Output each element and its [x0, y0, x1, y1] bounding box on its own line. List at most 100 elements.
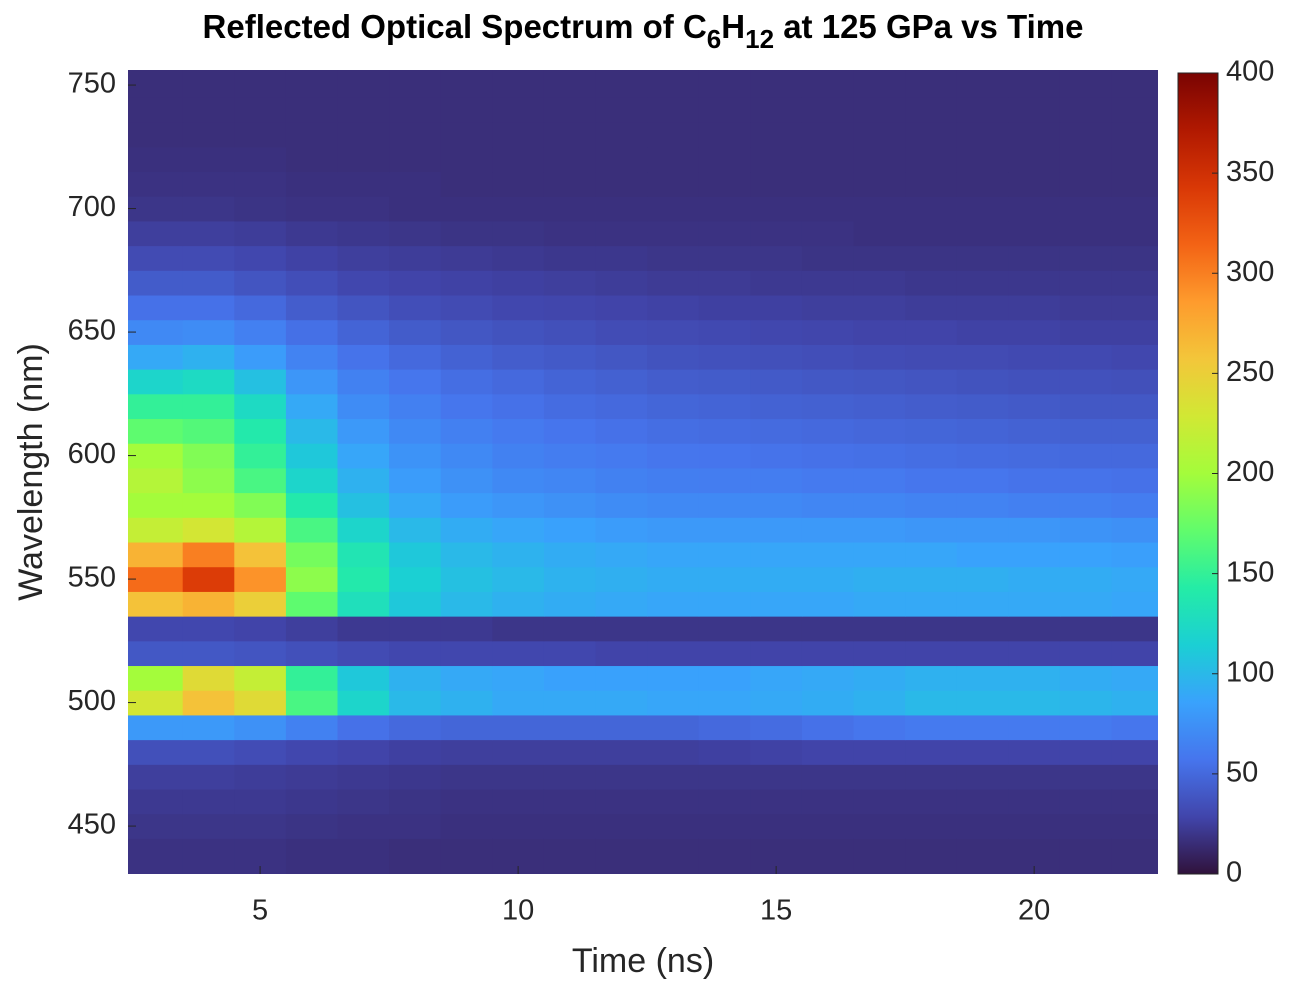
heatmap-cell [1008, 542, 1061, 568]
heatmap-cell [801, 813, 855, 839]
heatmap-cell [1059, 690, 1113, 716]
heatmap-cell [853, 690, 906, 716]
heatmap-cell [440, 665, 493, 691]
heatmap-cell [905, 690, 958, 716]
heatmap-cell [1059, 146, 1113, 173]
heatmap-cell [440, 690, 493, 716]
colorbar-tick-label: 0 [1226, 857, 1242, 889]
heatmap-cell [128, 196, 184, 222]
heatmap-cell [1111, 665, 1158, 691]
heatmap-cell [647, 640, 700, 667]
y-tick-label: 600 [68, 438, 116, 470]
heatmap-cell [337, 270, 390, 296]
heatmap-cell [389, 70, 442, 98]
heatmap-cell [956, 665, 1009, 691]
x-tick-label: 10 [502, 895, 534, 927]
heatmap-cell [1111, 171, 1158, 197]
heatmap-cell [389, 789, 442, 815]
heatmap-cell [337, 714, 390, 741]
heatmap-cell [801, 344, 855, 370]
heatmap-cell [389, 640, 442, 667]
heatmap-cell [182, 220, 235, 247]
heatmap-cell [1059, 418, 1113, 444]
heatmap-cell [647, 517, 700, 543]
heatmap-cell [595, 443, 648, 469]
heatmap-cell [440, 220, 493, 247]
heatmap-cell [440, 739, 493, 765]
heatmap-cell [905, 319, 958, 345]
heatmap-cell [234, 270, 287, 296]
heatmap-cell [285, 764, 339, 790]
heatmap-cell [1059, 171, 1113, 197]
heatmap-cell [1111, 70, 1158, 98]
heatmap-cell [492, 813, 545, 839]
heatmap-cell [337, 344, 390, 370]
heatmap-cell [440, 369, 493, 395]
heatmap-cell [543, 418, 597, 444]
heatmap-cell [337, 690, 390, 716]
heatmap-cell [698, 517, 751, 543]
heatmap-cell [285, 838, 339, 874]
heatmap-cell [182, 70, 235, 98]
heatmap-cell [543, 220, 597, 247]
heatmap-cell [234, 344, 287, 370]
heatmap-cell [389, 319, 442, 345]
heatmap-cell [853, 739, 906, 765]
heatmap-cell [337, 838, 390, 874]
heatmap-cell [182, 369, 235, 395]
heatmap-cell [543, 665, 597, 691]
heatmap-cell [698, 270, 751, 296]
heatmap-cell [128, 467, 184, 494]
heatmap-cell [956, 295, 1009, 321]
heatmap-cell [389, 739, 442, 765]
heatmap-cell [1008, 418, 1061, 444]
heatmap-cell [956, 122, 1009, 148]
heatmap-cell [698, 838, 751, 874]
heatmap-cell [389, 220, 442, 247]
heatmap-cell [956, 319, 1009, 345]
heatmap-cell [853, 319, 906, 345]
heatmap-cell [440, 467, 493, 494]
heatmap-cell [182, 714, 235, 741]
heatmap-cell [698, 443, 751, 469]
heatmap-cell [234, 196, 287, 222]
heatmap-cell [801, 640, 855, 667]
colorbar-frame [1177, 72, 1219, 875]
heatmap-cell [853, 369, 906, 395]
heatmap-cell [440, 270, 493, 296]
heatmap-cell [750, 369, 803, 395]
heatmap-cell [647, 171, 700, 197]
heatmap-cell [750, 764, 803, 790]
heatmap-cell [1111, 542, 1158, 568]
heatmap-cell [492, 764, 545, 790]
heatmap-cell [698, 665, 751, 691]
heatmap-cell [234, 714, 287, 741]
heatmap-cell [1008, 270, 1061, 296]
heatmap-cell [389, 591, 442, 617]
colorbar-tick-label: 250 [1226, 356, 1274, 388]
heatmap-cell [1111, 122, 1158, 148]
heatmap-cell [801, 220, 855, 247]
heatmap-cell [956, 591, 1009, 617]
heatmap-cell [595, 97, 648, 123]
heatmap-cell [801, 196, 855, 222]
chart-title: Reflected Optical Spectrum of C6H12 at 1… [203, 8, 1084, 54]
heatmap-cell [234, 739, 287, 765]
heatmap-cell [1059, 70, 1113, 98]
heatmap-cell [595, 245, 648, 271]
colorbar-tick-label: 50 [1226, 757, 1258, 789]
heatmap-cell [905, 467, 958, 494]
heatmap-cell [543, 295, 597, 321]
heatmap-cell [801, 146, 855, 173]
heatmap-cell [337, 789, 390, 815]
heatmap-cell [492, 295, 545, 321]
heatmap-cell [234, 591, 287, 617]
heatmap-cell [647, 220, 700, 247]
heatmap-cell [905, 665, 958, 691]
title-part: at 125 GPa vs Time [774, 8, 1083, 45]
heatmap-cell [595, 196, 648, 222]
heatmap-cell [905, 640, 958, 667]
heatmap-cell [595, 640, 648, 667]
heatmap-cell [1008, 566, 1061, 592]
heatmap-cell [1008, 122, 1061, 148]
